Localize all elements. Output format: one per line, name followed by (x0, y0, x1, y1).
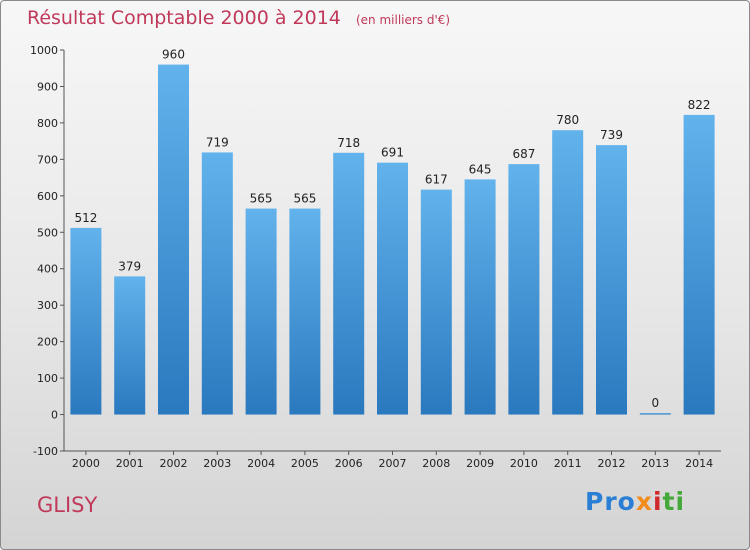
bar (377, 162, 408, 415)
y-tick-label: 200 (37, 336, 58, 349)
x-tick-label: 2004 (247, 457, 275, 470)
x-tick-label: 2005 (291, 457, 319, 470)
x-tick-label: 2002 (160, 457, 188, 470)
x-tick-label: 2011 (554, 457, 582, 470)
value-label: 691 (381, 146, 404, 160)
chart-subtitle: (en milliers d'€) (355, 13, 451, 27)
x-tick-label: 2000 (72, 457, 100, 470)
y-tick-label: 400 (37, 263, 58, 276)
bars (70, 64, 715, 415)
bar (114, 276, 146, 415)
y-tick-label: 700 (37, 153, 58, 166)
value-label: 822 (688, 98, 711, 112)
x-tick-label: 2003 (203, 457, 231, 470)
bar (289, 208, 321, 415)
value-label: 739 (600, 128, 623, 142)
value-label: 960 (162, 48, 185, 62)
value-label: 687 (512, 147, 535, 161)
y-tick-label: 100 (37, 372, 58, 385)
chart-title: Résultat Comptable 2000 à 2014 (27, 7, 341, 29)
y-tick-label: 900 (37, 80, 58, 93)
x-tick-label: 2014 (685, 457, 713, 470)
x-tick-label: 2012 (598, 457, 626, 470)
x-tick-label: 2009 (466, 457, 494, 470)
bar (201, 152, 233, 415)
bar (552, 130, 584, 415)
axes: -100 0 100 200 300 400 500 600 700 800 900 1000 2000… (30, 44, 721, 470)
x-tick-label: 2010 (510, 457, 538, 470)
proxiti-logo: Proxiti (585, 487, 685, 516)
bar (158, 64, 189, 415)
x-tick-label: 2001 (116, 457, 144, 470)
logo-part-4: ti (662, 487, 686, 516)
y-tick-label: 300 (37, 299, 58, 312)
commune-name: GLISY (37, 493, 98, 517)
bar (508, 164, 540, 415)
logo-part-1: Pro (585, 487, 636, 516)
y-tick-label: 0 (51, 409, 58, 422)
value-label: 780 (556, 113, 579, 127)
value-label: 719 (206, 135, 229, 149)
x-tick-label: 2007 (379, 457, 407, 470)
value-label: 565 (293, 192, 316, 206)
y-tick-label: 1000 (30, 44, 58, 57)
x-tick-label: 2008 (422, 457, 450, 470)
logo-part-3: i (652, 487, 663, 516)
x-tick-label: 2013 (641, 457, 669, 470)
bar (683, 114, 715, 415)
bar (464, 179, 496, 415)
y-tick-label: 500 (37, 226, 58, 239)
bar (420, 189, 452, 415)
value-label: 718 (337, 136, 360, 150)
bar (70, 227, 102, 415)
bar (596, 145, 627, 415)
title-block: Résultat Comptable 2000 à 2014 (en milli… (27, 7, 450, 29)
bar (245, 208, 277, 415)
value-label: 512 (74, 211, 97, 225)
value-labels: 512 379 960 719 565 565 718 691 617 645 687 780 739 0… (74, 48, 710, 410)
value-label: 617 (425, 173, 448, 187)
y-tick-label: 800 (37, 117, 58, 130)
x-tick-label: 2006 (335, 457, 363, 470)
logo-part-2: x (635, 487, 653, 516)
bar (639, 413, 671, 415)
y-tick-label: -100 (33, 445, 58, 458)
value-label: 645 (469, 162, 492, 176)
value-label: 379 (118, 259, 141, 273)
y-tick-label: 600 (37, 190, 58, 203)
bar (333, 152, 365, 415)
value-label: 565 (250, 192, 273, 206)
value-label: 0 (651, 396, 659, 410)
